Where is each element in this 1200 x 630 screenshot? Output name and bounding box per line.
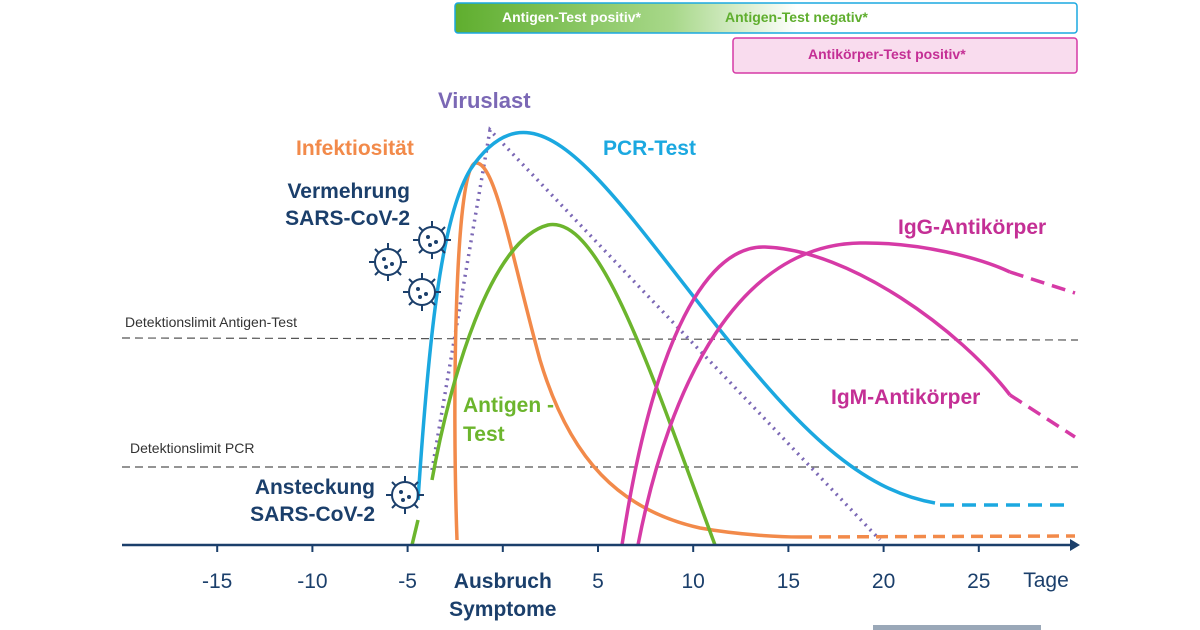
igg-label: IgG-Antikörper — [898, 216, 1047, 239]
curves — [410, 126, 1076, 546]
antigen-positive: Antigen-Test positiv* — [502, 9, 641, 25]
limit-label: Detektionslimit Antigen-Test — [125, 314, 297, 330]
bottom-bar — [873, 625, 1041, 630]
antibody-bar — [732, 37, 1078, 74]
antigen-bar — [454, 2, 1078, 34]
igg-curve — [636, 241, 1011, 546]
x-tick-label: -10 — [297, 570, 328, 593]
pcr-curve — [416, 130, 936, 505]
igm-label: IgM-Antikörper — [831, 386, 981, 409]
limit-label: Detektionslimit PCR — [130, 440, 255, 456]
antigen-limit — [121, 337, 1079, 341]
x-tick-label: -15 — [202, 570, 233, 593]
viral-load-curve — [430, 126, 882, 542]
antigen-label: Antigen -Test — [463, 394, 554, 446]
pcr-label: PCR-Test — [603, 137, 696, 160]
antigen-start — [410, 519, 420, 546]
igg-dashed — [1009, 270, 1076, 295]
antigen-curve — [430, 222, 717, 546]
x-tick-label: 10 — [681, 570, 705, 593]
x-tick-label: 25 — [967, 570, 991, 593]
infectiousness-curve — [453, 161, 801, 541]
virus-icon — [368, 242, 408, 282]
replication-label: Vermehrung SARS-CoV-2 — [285, 180, 410, 230]
infection-label: Ansteckung SARS-CoV-2 — [250, 476, 375, 526]
x-tick-label: 20 — [871, 570, 896, 593]
x-axis-label: Tage — [1023, 569, 1069, 592]
antigen-negative: Antigen-Test negativ* — [725, 9, 868, 25]
axis-arrow — [1070, 539, 1080, 551]
x-tick-label: -5 — [398, 570, 417, 593]
infectiousness-dashed — [799, 534, 1076, 539]
antibody-positive: Antikörper-Test positiv* — [808, 46, 966, 62]
x-tick-label: 5 — [592, 570, 604, 593]
viral-load-label: Viruslast — [438, 88, 531, 113]
igm-curve — [620, 245, 1012, 546]
x-tick-label: 15 — [776, 570, 801, 593]
infectiousness-label: Infektiosität — [296, 137, 414, 160]
igm-dashed — [1009, 393, 1076, 439]
x-tick-label: Ausbruch Symptome — [449, 570, 557, 621]
